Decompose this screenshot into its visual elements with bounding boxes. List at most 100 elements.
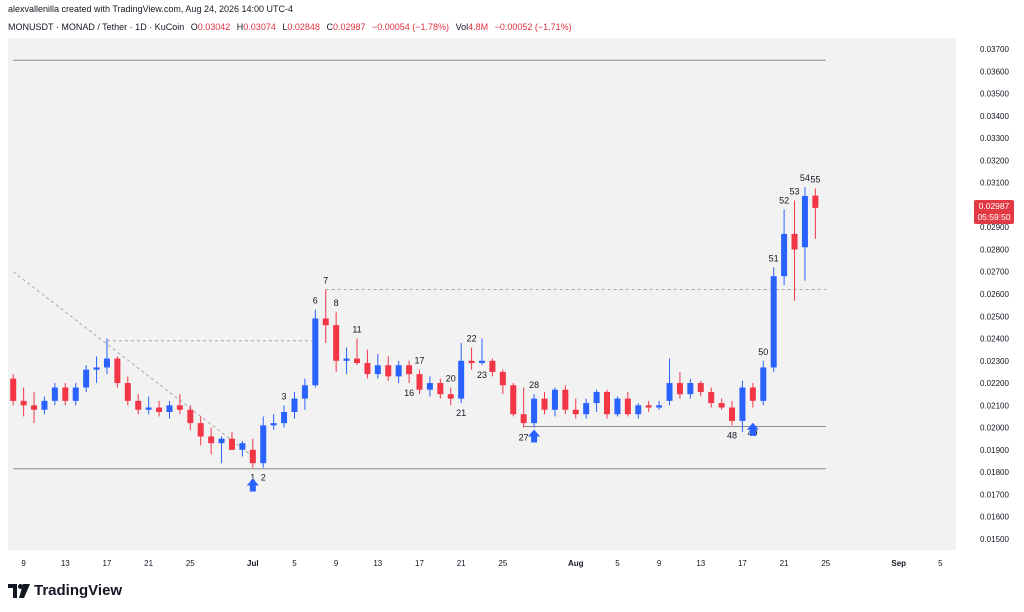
x-tick-label: Sep <box>891 559 906 568</box>
candle-up <box>781 233 788 277</box>
x-tick-label: 21 <box>780 559 789 568</box>
brand-name: TradingView <box>34 582 123 599</box>
high-value: 0.03074 <box>243 22 276 32</box>
candle-down <box>791 233 798 250</box>
x-tick-label: 9 <box>657 559 662 568</box>
drawing-lines <box>12 59 826 470</box>
candle-down <box>604 391 611 415</box>
count-label: 23 <box>477 370 487 380</box>
candle-up <box>270 423 277 426</box>
x-tick-label: Jul <box>247 559 259 568</box>
count-label: 2 <box>261 473 266 483</box>
count-label: 8 <box>334 298 339 308</box>
y-tick-label: 0.02700 <box>980 268 1009 277</box>
count-label: 54 <box>800 173 810 183</box>
plot-area[interactable] <box>8 38 956 550</box>
x-tick-label: 25 <box>498 559 507 568</box>
candle-up <box>656 405 663 408</box>
candle-down <box>520 414 527 424</box>
open-label: O <box>190 22 198 32</box>
count-label: 11 <box>352 325 361 335</box>
candle-down <box>812 195 819 208</box>
x-tick-label: 17 <box>738 559 747 568</box>
candle-down <box>385 365 392 377</box>
candle-down <box>187 409 194 424</box>
candle-up <box>614 398 621 415</box>
candle-up <box>739 387 746 421</box>
x-tick-label: 5 <box>292 559 297 568</box>
close-value: 0.02987 <box>332 22 366 32</box>
candle-up <box>41 400 48 410</box>
vol-change-value: −0.00052 (−1.71%) <box>494 22 572 32</box>
y-tick-label: 0.02000 <box>980 424 1009 433</box>
candle-up <box>395 365 402 377</box>
candle-up <box>103 358 110 368</box>
candle-down <box>135 400 142 410</box>
candle-up <box>291 398 298 412</box>
candle-up <box>312 318 319 386</box>
candle-down <box>729 407 736 421</box>
count-label: 28 <box>529 380 539 390</box>
y-tick-label: 0.03200 <box>980 156 1009 165</box>
candle-down <box>437 383 444 395</box>
symbol-name[interactable]: MONUSDT · MONAD / Tether · 1D · KuCoin <box>8 22 185 32</box>
x-tick-label: Aug <box>568 559 584 568</box>
count-label: 53 <box>790 187 800 197</box>
y-tick-label: 0.02300 <box>980 357 1009 366</box>
candle-up <box>583 403 590 415</box>
y-tick-label: 0.02400 <box>980 335 1009 344</box>
candle-down <box>353 358 360 364</box>
candle-down <box>333 325 340 361</box>
symbol-legend: MONUSDT · MONAD / Tether · 1D · KuCoin O… <box>8 22 572 32</box>
count-label: 3 <box>282 391 287 401</box>
count-label: 52 <box>779 195 789 205</box>
arrow-up-icon <box>246 478 259 492</box>
candle-up <box>281 411 288 424</box>
count-label: 17 <box>414 356 424 366</box>
y-tick-label: 0.03300 <box>980 134 1009 143</box>
candle-down <box>249 449 256 464</box>
candle-down <box>510 385 517 415</box>
y-tick-label: 0.02900 <box>980 223 1009 232</box>
candle-up <box>760 367 767 401</box>
count-label: 22 <box>467 333 477 343</box>
candle-down <box>124 383 131 401</box>
brand[interactable]: TradingView <box>8 582 122 599</box>
y-tick-label: 0.03500 <box>980 90 1009 99</box>
x-tick-label: 13 <box>373 559 382 568</box>
x-axis[interactable]: 9 13 17 21 25 Jul 5 9 13 17 21 25 Aug 5 9 13 17 21 25 Sep 5 <box>21 559 943 568</box>
y-tick-label: 0.02200 <box>980 379 1009 388</box>
candles <box>10 187 819 468</box>
count-label: 1 <box>250 473 255 483</box>
count-label: 7 <box>323 276 328 286</box>
candle-up <box>479 360 485 364</box>
candle-up <box>260 425 267 464</box>
vol-value: 4.8M <box>468 22 489 32</box>
count-label: 51 <box>769 253 779 263</box>
x-tick-label: 21 <box>144 559 153 568</box>
candle-down <box>406 365 413 375</box>
x-tick-label: 9 <box>334 559 339 568</box>
y-tick-label: 0.02500 <box>980 312 1009 321</box>
count-label: 27 <box>519 433 529 443</box>
candle-up <box>166 405 173 412</box>
y-axis[interactable]: 0.03700 0.03600 0.03500 0.03400 0.03300 0.032… <box>980 45 1009 544</box>
candle-down <box>708 391 715 404</box>
count-label: 50 <box>758 347 768 357</box>
last-price-tag: 0.02987 05:59:50 <box>974 199 1014 224</box>
vol-label: Vol <box>455 22 469 32</box>
x-tick-label: 17 <box>415 559 424 568</box>
candle-down <box>322 318 329 326</box>
candle-down <box>676 383 683 395</box>
x-tick-label: 5 <box>615 559 620 568</box>
candle-up <box>301 385 308 399</box>
candle-up <box>239 443 246 450</box>
x-tick-label: 13 <box>696 559 705 568</box>
candle-down <box>697 383 704 392</box>
candle-down <box>541 398 548 410</box>
candle-down <box>624 398 631 415</box>
chart-credit: alexvallenilla created with TradingView.… <box>8 4 293 14</box>
candle-down <box>10 378 17 401</box>
high-label: H <box>236 22 244 32</box>
